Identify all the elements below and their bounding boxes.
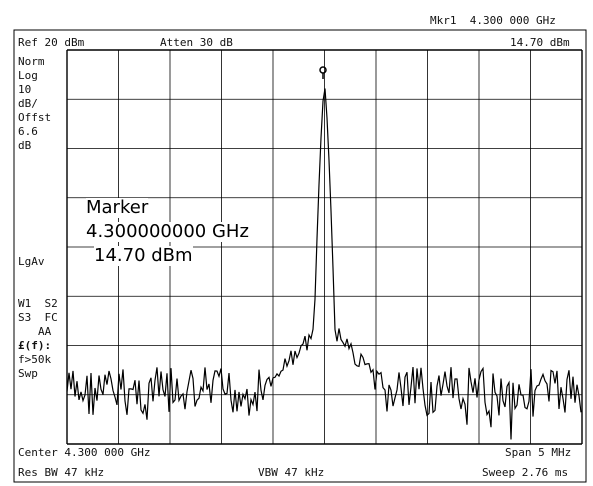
trigger-line-3: Swp	[18, 367, 38, 380]
scale-line-offset-value: 6.6	[18, 125, 38, 138]
scale-line-norm: Norm	[18, 55, 45, 68]
marker-frequency-header: Mkr1 4.300 000 GHz	[430, 14, 556, 27]
scale-line-db-div: dB/	[18, 97, 38, 110]
spectrum-trace	[66, 88, 582, 440]
marker-readout-frequency: 4.300000000 GHz	[86, 221, 249, 242]
trace-status-3: AA	[38, 325, 52, 338]
ref-level-label: Ref 20 dBm	[18, 36, 85, 49]
screen-border	[13, 29, 587, 483]
marker-readout-amplitude: 14.70 dBm	[94, 245, 193, 266]
res-bw-label: Res BW 47 kHz	[18, 466, 105, 479]
scale-line-log: Log	[18, 69, 38, 82]
trace-status-2: S3 FC	[18, 311, 58, 324]
scale-line-offst: Offst	[18, 111, 52, 124]
trigger-line-1: £(f):	[18, 339, 52, 352]
trigger-line-2: f>50k	[18, 353, 52, 366]
scale-line-db: dB	[18, 139, 32, 152]
trace-status-1: W1 S2	[18, 297, 58, 310]
lgav-label: LgAv	[18, 255, 45, 268]
attenuation-label: Atten 30 dB	[160, 36, 233, 49]
marker-diamond-icon	[319, 66, 327, 79]
span-label: Span 5 MHz	[505, 446, 572, 459]
vbw-label: VBW 47 kHz	[258, 466, 325, 479]
center-frequency-label: Center 4.300 000 GHz	[18, 446, 151, 459]
scale-line-10: 10	[18, 83, 32, 96]
sweep-time-label: Sweep 2.76 ms	[482, 466, 569, 479]
marker-readout-title: Marker	[86, 197, 149, 218]
marker-amplitude-header: 14.70 dBm	[510, 36, 570, 49]
